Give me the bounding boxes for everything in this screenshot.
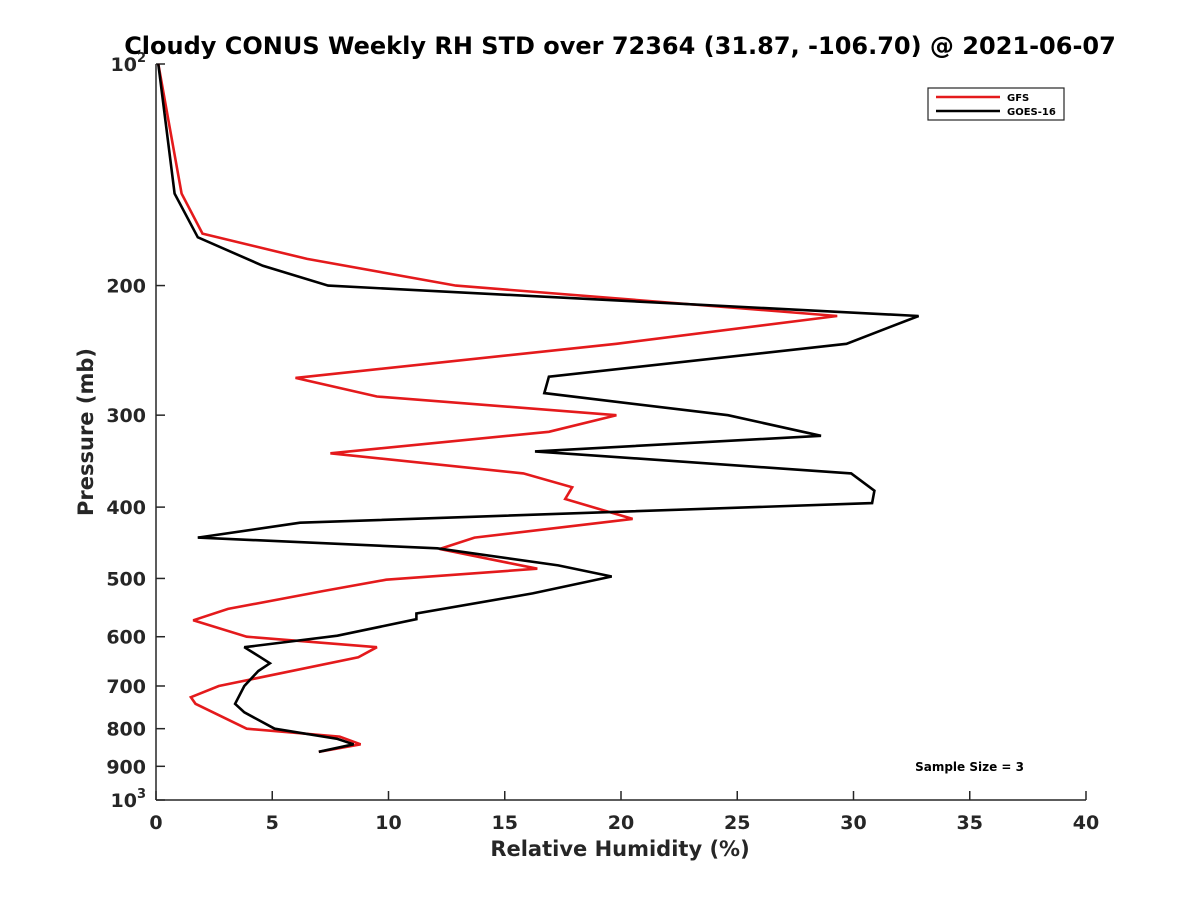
x-tick-label: 20	[608, 812, 634, 834]
series-layer	[157, 63, 920, 754]
y-tick-label: 700	[106, 676, 146, 698]
x-tick-label: 15	[492, 812, 518, 834]
series-line-goes16	[157, 63, 920, 754]
x-axis-label: Relative Humidity (%)	[490, 837, 749, 861]
legend-label-gfs: GFS	[1007, 93, 1029, 104]
x-tick-label: 10	[375, 812, 401, 834]
y-tick-label: 500	[106, 568, 146, 590]
plot-area: 0 5 10 15 20 25 30 35 40 102 200 300 400 500 600 700 80…	[106, 51, 1099, 834]
y-tick-label: 800	[106, 719, 146, 741]
x-axis-ticks: 0 5 10 15 20 25 30 35 40	[149, 791, 1099, 834]
y-tick-label: 103	[111, 787, 147, 812]
legend: GFS GOES-16	[927, 87, 1065, 121]
legend-label-goes16: GOES-16	[1007, 107, 1056, 118]
y-tick-label: 400	[106, 497, 146, 519]
x-tick-label: 0	[149, 812, 162, 834]
y-axis-ticks: 102 200 300 400 500 600 700 800 900 103	[106, 51, 165, 812]
y-axis-label: Pressure (mb)	[74, 348, 98, 516]
x-tick-label: 5	[266, 812, 279, 834]
chart-title: Cloudy CONUS Weekly RH STD over 72364 (3…	[124, 32, 1116, 60]
x-tick-label: 30	[840, 812, 866, 834]
y-tick-label: 200	[106, 276, 146, 298]
x-tick-label: 25	[724, 812, 750, 834]
y-tick-label: 600	[106, 627, 146, 649]
y-tick-label: 102	[111, 51, 147, 76]
series-line-gfs	[157, 63, 838, 754]
x-tick-label: 35	[957, 812, 983, 834]
sample-size-annotation: Sample Size = 3	[915, 760, 1024, 774]
legend-box	[927, 87, 1065, 121]
y-tick-label: 300	[106, 405, 146, 427]
x-tick-label: 40	[1073, 812, 1099, 834]
y-tick-label: 900	[106, 756, 146, 778]
